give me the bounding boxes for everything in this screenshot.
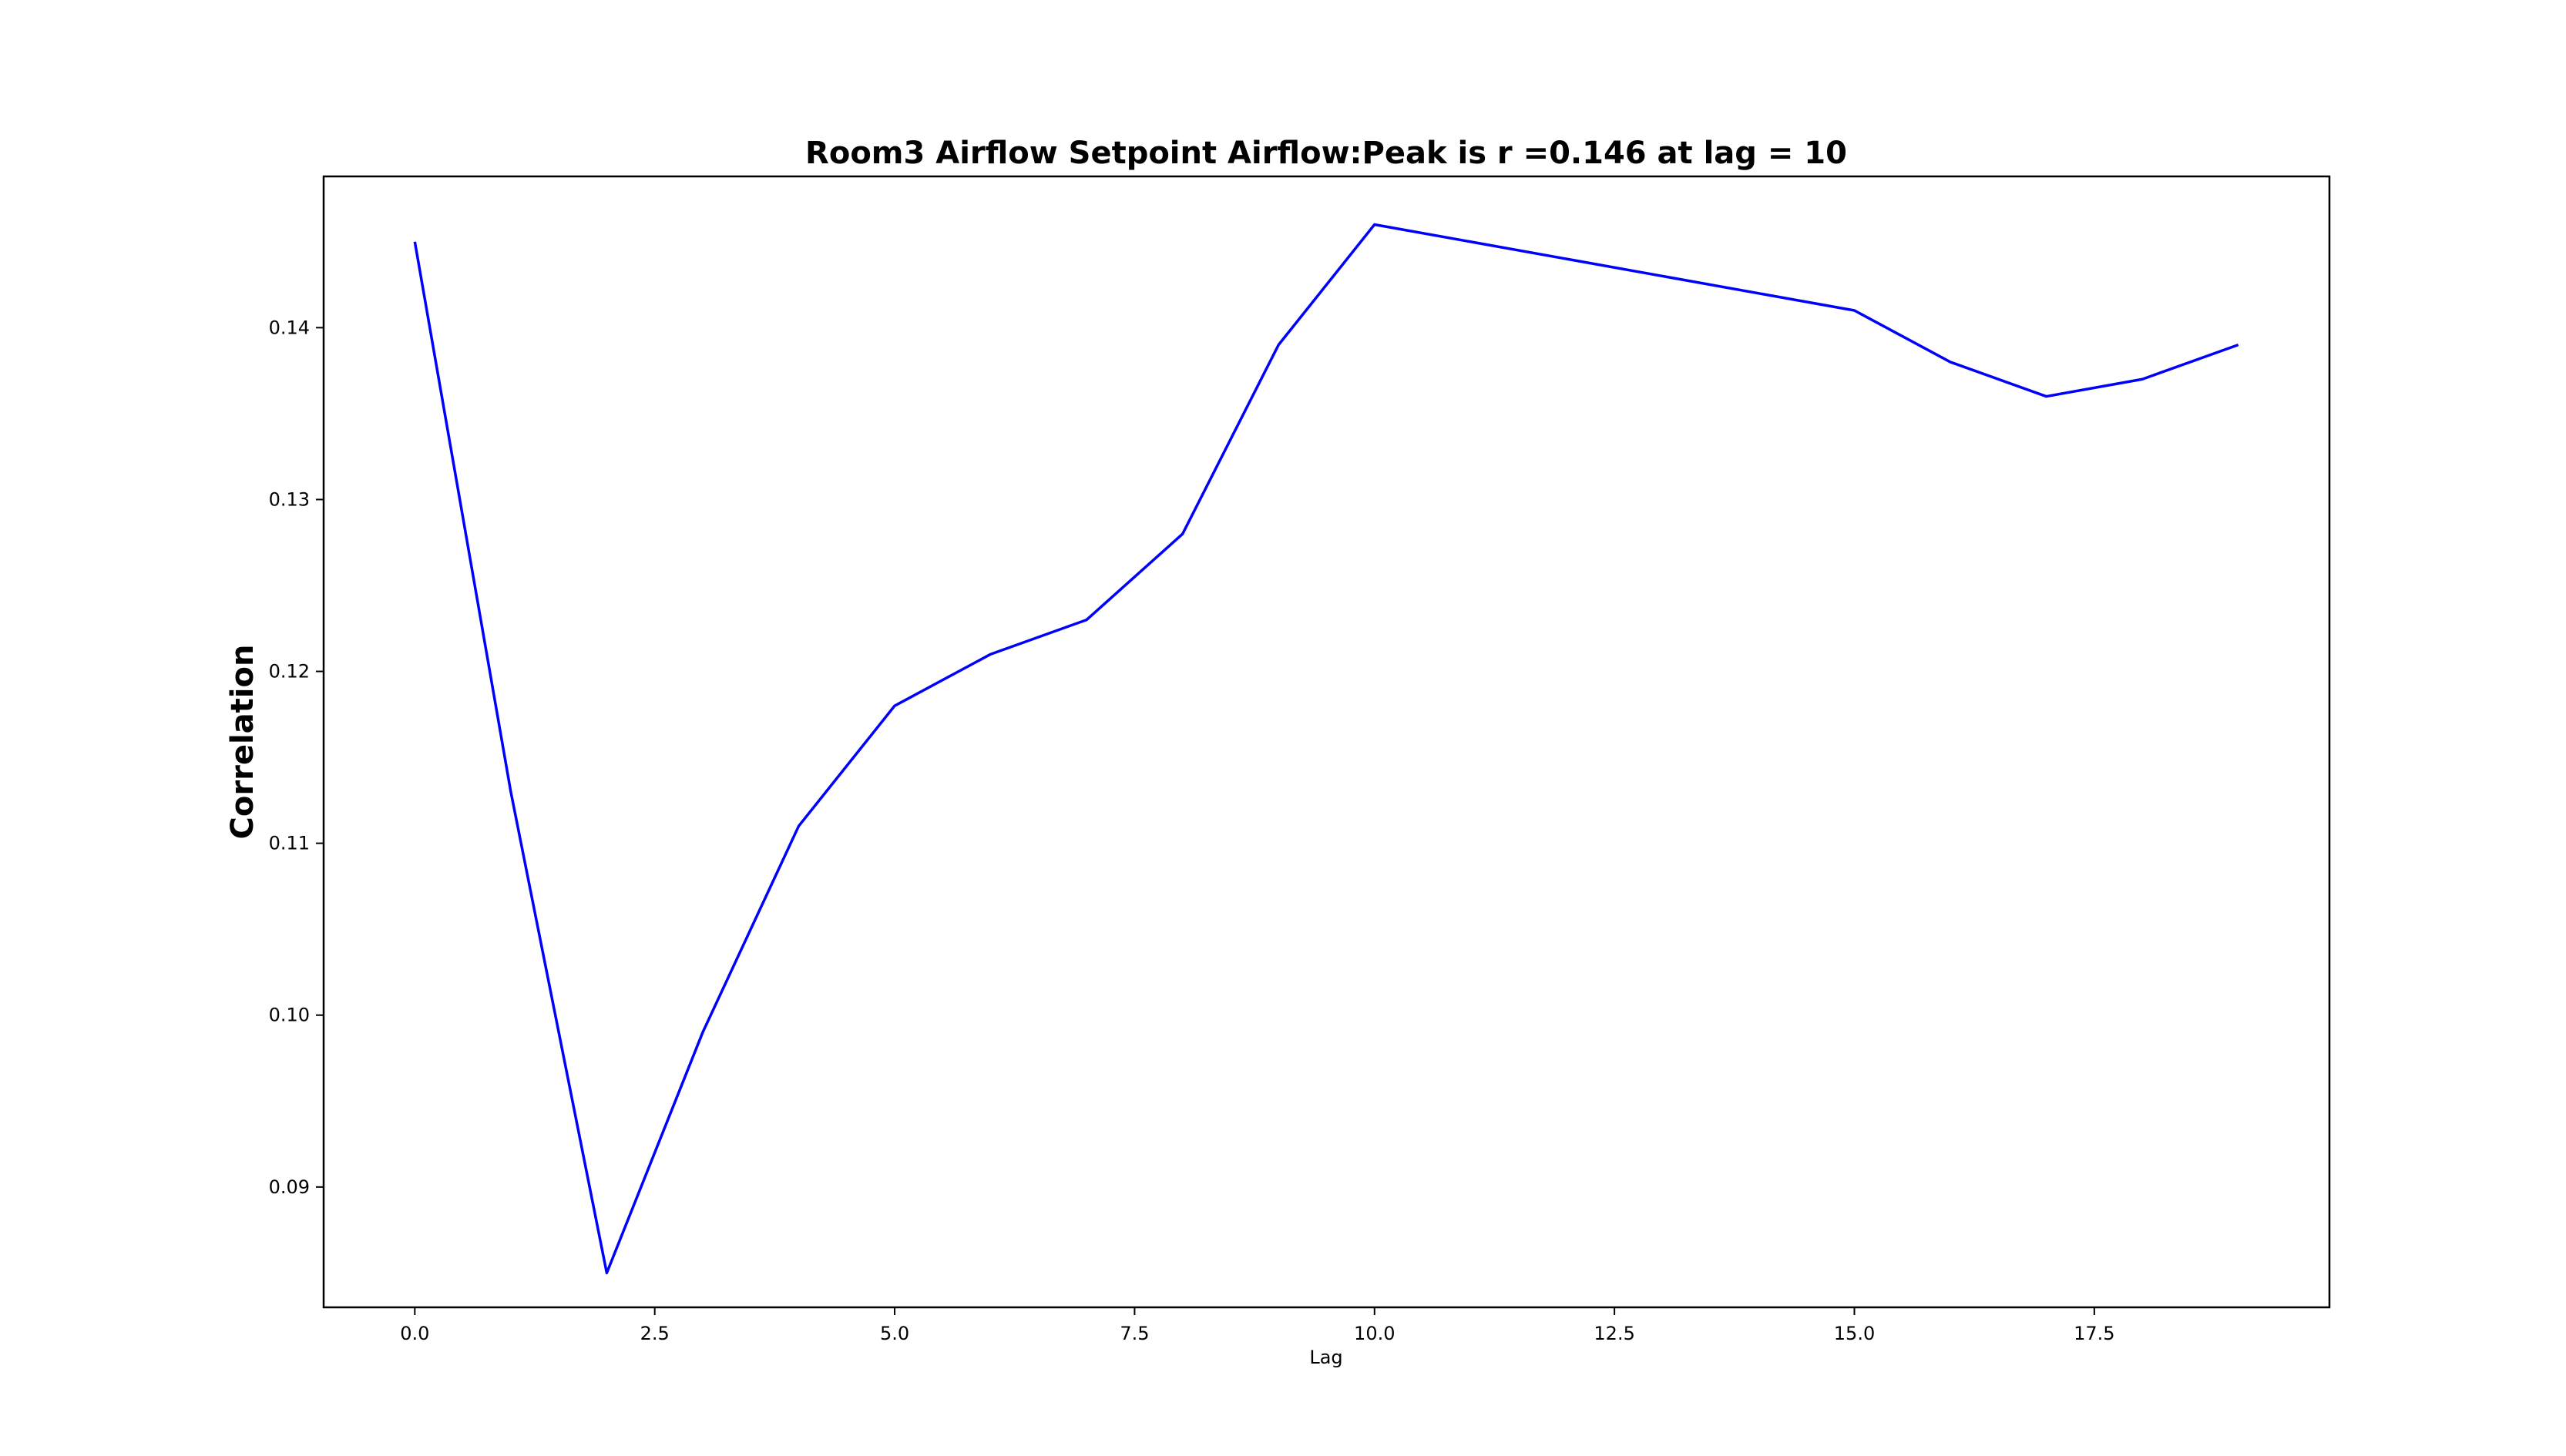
x-tick-label: 15.0 [1834,1323,1875,1344]
y-tick-label: 0.09 [269,1176,310,1198]
x-tick-label: 12.5 [1594,1323,1634,1344]
y-tick-label: 0.13 [269,488,310,510]
series-line [413,223,2239,1275]
x-axis: 0.0 2.5 5.0 7.5 10.0 12.5 15.0 17.5 [400,1307,2115,1344]
x-tick-label: 10.0 [1354,1323,1395,1344]
x-tick-label: 2.5 [640,1323,670,1344]
x-tick-label: 5.0 [880,1323,909,1344]
plot-frame [322,175,2331,1309]
x-tick-label: 0.0 [400,1323,429,1344]
y-tick-label: 0.10 [269,1005,310,1026]
y-tick-label: 0.11 [269,833,310,854]
plot-area [413,223,2239,1275]
x-tick-label: 17.5 [2074,1323,2114,1344]
y-axis: 0.09 0.10 0.11 0.12 0.13 0.14 [269,317,324,1198]
x-axis-label: Lag [1309,1347,1342,1368]
y-tick-label: 0.12 [269,661,310,683]
x-tick-label: 7.5 [1120,1323,1149,1344]
y-axis-label: Correlation [225,645,260,840]
y-tick-label: 0.14 [269,317,310,338]
chart-title: Room3 Airflow Setpoint Airflow:Peak is r… [805,136,1847,171]
